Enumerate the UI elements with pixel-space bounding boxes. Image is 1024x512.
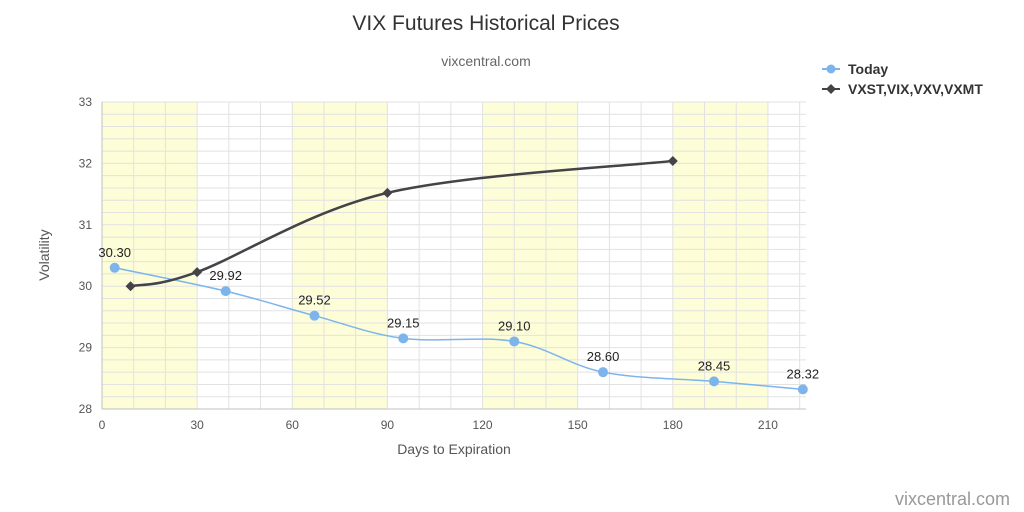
axes [101, 102, 806, 410]
data-point-0[interactable] [398, 333, 409, 344]
grid-lines [101, 101, 806, 410]
series-line-1 [130, 159, 673, 288]
x-axis-title: Days to Expiration [397, 441, 511, 457]
x-tick-labels: 0 30 60 90 120 150 180 210 [99, 418, 779, 432]
y-tick-labels: 28 29 30 31 32 33 [79, 95, 93, 416]
data-label: 28.32 [787, 366, 820, 381]
data-label: 30.30 [98, 245, 131, 260]
data-label: 29.52 [298, 293, 331, 308]
series-layer [109, 155, 808, 395]
shaded-bands [102, 102, 768, 409]
shaded-band-1 [292, 102, 388, 409]
x-tick-label: 180 [663, 418, 683, 432]
legend-label-today: Today [848, 61, 888, 77]
legend-marker-term-structure [826, 84, 836, 94]
y-tick-label: 30 [79, 279, 93, 293]
y-tick-label: 29 [79, 341, 93, 355]
x-tick-label: 210 [758, 418, 778, 432]
y-tick-label: 31 [79, 218, 93, 232]
data-point-1[interactable] [382, 187, 393, 198]
shaded-band-2 [482, 102, 578, 409]
y-axis-title: Volatility [36, 229, 52, 280]
data-point-0[interactable] [309, 310, 320, 321]
shaded-band-0 [102, 102, 198, 409]
data-label: 28.45 [698, 358, 731, 373]
y-tick-label: 33 [79, 95, 93, 109]
data-point-1[interactable] [192, 267, 203, 278]
data-point-1[interactable] [667, 155, 678, 166]
legend-item-today[interactable]: Today [822, 61, 888, 77]
data-point-0[interactable] [509, 336, 520, 347]
data-label: 29.92 [209, 268, 242, 283]
y-tick-label: 32 [79, 156, 93, 170]
series-line-0 [114, 267, 803, 391]
shaded-band-3 [672, 102, 768, 409]
data-point-0[interactable] [220, 286, 231, 297]
x-tick-label: 120 [473, 418, 493, 432]
credit-link[interactable]: vixcentral.com [895, 489, 1010, 509]
legend-label-term-structure: VXST,VIX,VXV,VXMT [848, 81, 983, 97]
data-point-0[interactable] [709, 376, 720, 387]
legend-item-term-structure[interactable]: VXST,VIX,VXV,VXMT [822, 81, 983, 97]
data-label: 28.60 [587, 349, 620, 364]
x-tick-label: 150 [568, 418, 588, 432]
x-tick-label: 90 [381, 418, 395, 432]
chart-title: VIX Futures Historical Prices [352, 12, 619, 35]
x-tick-label: 30 [190, 418, 204, 432]
chart-subtitle: vixcentral.com [441, 53, 530, 69]
x-tick-label: 0 [99, 418, 106, 432]
data-point-0[interactable] [109, 262, 120, 273]
x-tick-label: 60 [286, 418, 300, 432]
data-label: 29.10 [498, 318, 531, 333]
data-point-1[interactable] [125, 281, 136, 292]
data-point-0[interactable] [598, 367, 609, 378]
legend[interactable]: Today VXST,VIX,VXV,VXMT [822, 61, 983, 97]
data-point-0[interactable] [797, 384, 808, 395]
data-label: 29.15 [387, 315, 420, 330]
data-labels: 30.30 29.92 29.52 29.15 29.10 28.60 28.45 28.32 [98, 245, 819, 382]
y-tick-label: 28 [79, 402, 93, 416]
legend-marker-today [826, 64, 836, 74]
